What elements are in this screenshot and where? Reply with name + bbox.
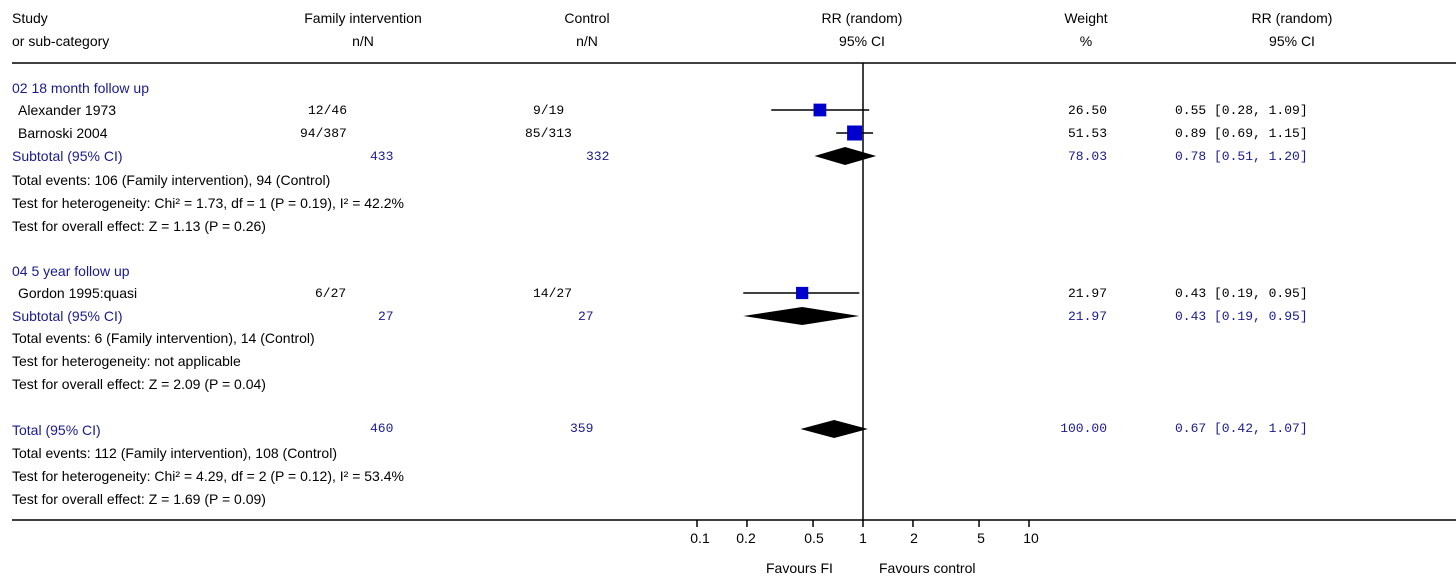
study-treat: 94/387 (300, 126, 347, 141)
study-treat: 12/46 (308, 103, 348, 118)
header-control: Control (564, 10, 610, 26)
total-label: Total (95% CI) (12, 422, 101, 438)
note-events: Total events: 112 (Family intervention),… (12, 445, 337, 461)
study-marker (796, 286, 809, 300)
axis-tick-label: 1 (859, 530, 867, 546)
subtotal-treat: 433 (370, 149, 394, 164)
note-heterogeneity: Test for heterogeneity: Chi² = 1.73, df … (12, 195, 404, 211)
header-treatment: Family intervention (304, 10, 422, 26)
favours-right-label: Favours control (879, 560, 976, 576)
header-plot-rr: RR (random) (821, 10, 903, 26)
header-study: Study (12, 10, 48, 26)
study-weight: 26.50 (1067, 103, 1107, 118)
header-plot-ci: 95% CI (839, 33, 885, 49)
study-ci: 0.89 [0.69, 1.15] (1175, 126, 1308, 141)
header-rr-ci: 95% CI (1269, 33, 1315, 49)
note-overall-effect: Test for overall effect: Z = 1.69 (P = 0… (12, 491, 266, 507)
subtotal-control: 27 (578, 309, 594, 324)
header-weight: Weight (1064, 10, 1108, 26)
group-title: 02 18 month follow up (12, 80, 149, 96)
study-control: 14/27 (533, 286, 573, 301)
subtotal-weight: 21.97 (1067, 309, 1107, 324)
total-ci: 0.67 [0.42, 1.07] (1175, 421, 1308, 436)
header-weight-pct: % (1079, 33, 1093, 49)
axis-tick-label: 0.1 (690, 530, 710, 546)
note-overall-effect: Test for overall effect: Z = 2.09 (P = 0… (12, 376, 266, 392)
axis-tick-label: 5 (977, 530, 985, 546)
subtotal-label: Subtotal (95% CI) (12, 148, 123, 164)
axis-tick-label: 10 (1023, 530, 1039, 546)
total-weight: 100.00 (1060, 421, 1107, 436)
axis-tick-label: 0.5 (804, 530, 824, 546)
note-heterogeneity: Test for heterogeneity: Chi² = 4.29, df … (12, 468, 404, 484)
study-treat: 6/27 (315, 286, 347, 301)
subtotal-weight: 78.03 (1067, 149, 1107, 164)
total-control: 359 (570, 421, 594, 436)
favours-left-label: Favours FI (766, 560, 833, 576)
study-name: Alexander 1973 (18, 102, 117, 118)
axis-tick-label: 0.2 (736, 530, 756, 546)
study-weight: 21.97 (1067, 286, 1107, 301)
header-rr: RR (random) (1251, 10, 1333, 26)
note-heterogeneity: Test for heterogeneity: not applicable (12, 353, 241, 369)
subtotal-ci: 0.43 [0.19, 0.95] (1175, 309, 1308, 324)
plot-marks (743, 103, 877, 438)
note-events: Total events: 106 (Family intervention),… (12, 172, 331, 188)
subtotal-diamond (743, 307, 860, 325)
note-events: Total events: 6 (Family intervention), 1… (12, 330, 315, 346)
subtotal-ci: 0.78 [0.51, 1.20] (1175, 149, 1308, 164)
header-treatment-nN: n/N (352, 33, 374, 49)
header-subcategory: or sub-category (12, 33, 110, 49)
study-marker (847, 125, 863, 141)
total-treat: 460 (370, 421, 394, 436)
note-overall-effect: Test for overall effect: Z = 1.13 (P = 0… (12, 218, 266, 234)
axis-tick-label: 2 (910, 530, 918, 546)
subtotal-label: Subtotal (95% CI) (12, 308, 123, 324)
header-control-nN: n/N (576, 33, 598, 49)
study-ci: 0.43 [0.19, 0.95] (1175, 286, 1308, 301)
subtotal-control: 332 (586, 149, 610, 164)
total-diamond (800, 420, 868, 438)
axis-ticks (696, 520, 1030, 527)
study-name: Barnoski 2004 (18, 125, 108, 141)
study-ci: 0.55 [0.28, 1.09] (1175, 103, 1308, 118)
study-weight: 51.53 (1067, 126, 1107, 141)
study-marker (813, 103, 827, 117)
study-name: Gordon 1995:quasi (18, 285, 138, 301)
study-control: 9/19 (533, 103, 565, 118)
subtotal-diamond (814, 147, 877, 165)
group-title: 04 5 year follow up (12, 263, 130, 279)
study-control: 85/313 (525, 126, 572, 141)
subtotal-treat: 27 (378, 309, 394, 324)
